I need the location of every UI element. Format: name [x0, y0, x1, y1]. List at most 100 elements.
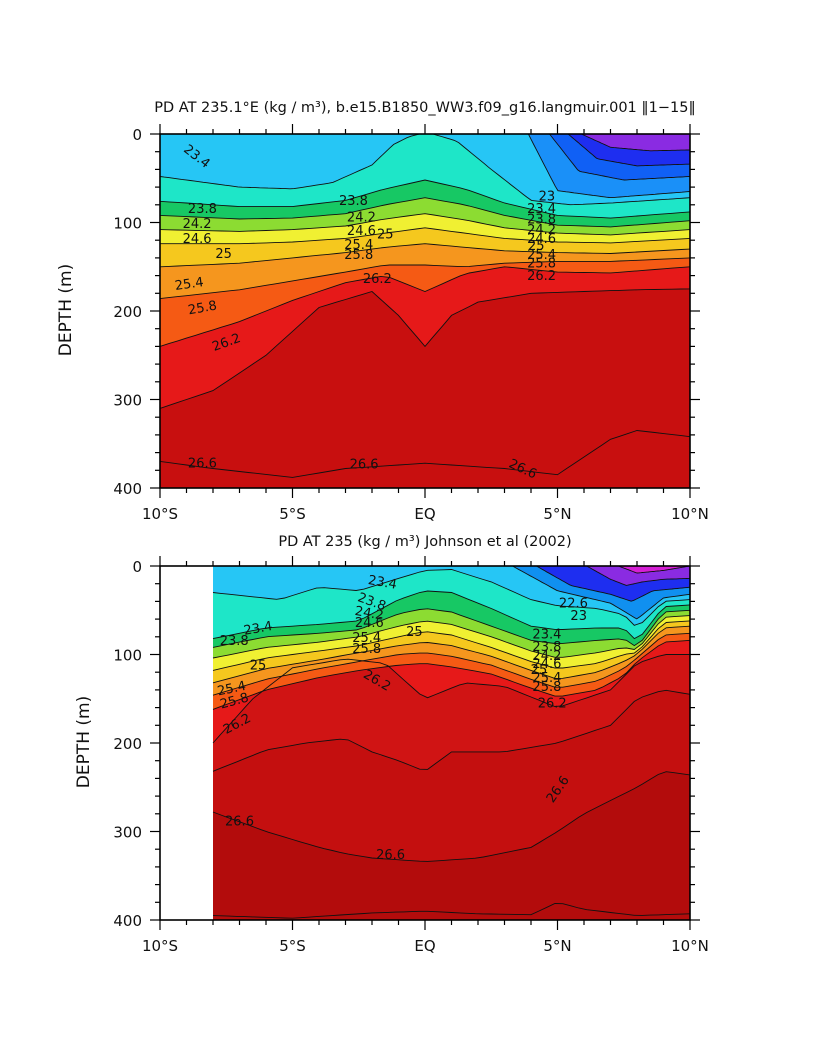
top-axes: 10°S 5°S EQ 5°N 10°N 0 100 200 300 400 — [113, 124, 709, 523]
bottom-panel: PD AT 235 (kg / m³) Johnson et al (2002)… — [74, 534, 709, 955]
contour-label: 26.2 — [538, 697, 567, 712]
contour-band-21.4 — [618, 566, 690, 573]
contour-label: 26.6 — [350, 458, 379, 473]
contour-line-26.6 — [212, 689, 691, 772]
contour-label: 23.8 — [220, 634, 249, 649]
contour-line-22.6 — [512, 565, 691, 620]
contour-line-25.8 — [212, 639, 691, 710]
contour-line-21.8 — [586, 565, 690, 586]
contour-label: 25 — [250, 659, 267, 674]
contour-line-23 — [527, 133, 691, 199]
contour-label: 25.4 — [532, 671, 561, 686]
top-contour-labels: 23.423.824.224.62525.425.826.223.824.224… — [174, 142, 556, 482]
contour-line-26.2 — [212, 654, 690, 744]
y-tick-label: 100 — [113, 215, 142, 233]
contour-label: 25.8 — [187, 299, 218, 319]
bottom-contour-fills — [213, 566, 690, 920]
contour-label: 23.8 — [532, 640, 561, 655]
y-tick-label: 200 — [113, 735, 142, 753]
contour-line-23.8 — [212, 608, 691, 648]
contour-label: 26.2 — [363, 272, 392, 287]
contour-line-25.4 — [212, 632, 691, 696]
contour-label: 23.8 — [339, 194, 368, 209]
contour-label: 24.2 — [347, 211, 376, 226]
contour-line-21.4 — [618, 565, 691, 574]
x-tick-label: 5°S — [279, 505, 306, 523]
bottom-y-axis-label: DEPTH (m) — [74, 696, 94, 788]
contour-line-27 — [159, 430, 691, 478]
contour-line-23.4 — [159, 133, 420, 190]
contour-line-24.2 — [212, 615, 691, 659]
x-tick-label: 5°N — [543, 937, 571, 955]
x-tick-label: EQ — [414, 937, 435, 955]
contour-band-21.8 — [581, 134, 690, 151]
contour-label: 25 — [531, 663, 548, 678]
contour-label: 23.4 — [532, 628, 561, 643]
contour-band-21.8 — [586, 566, 690, 586]
contour-label: 24.2 — [183, 217, 212, 232]
y-tick-label: 400 — [113, 480, 142, 498]
contour-label: 24.2 — [354, 604, 385, 624]
contour-label: 25 — [215, 247, 232, 262]
contour-label: 25.8 — [532, 680, 561, 695]
contour-label: 25.4 — [344, 238, 373, 253]
x-tick-label: 5°S — [279, 937, 306, 955]
contour-label: 26.2 — [527, 269, 556, 284]
contour-line-25 — [212, 625, 691, 684]
contour-label: 24.6 — [183, 232, 212, 247]
y-tick-label: 300 — [113, 392, 142, 410]
contour-label: 25.8 — [352, 642, 381, 657]
bottom-chart-title: PD AT 235 (kg / m³) Johnson et al (2002) — [278, 534, 571, 550]
contour-line-21.8 — [581, 133, 691, 152]
contour-label: 25.8 — [219, 690, 251, 712]
y-tick-label: 0 — [132, 126, 142, 144]
x-tick-label: 10°S — [142, 937, 178, 955]
contour-line-22.6 — [549, 133, 691, 181]
y-tick-label: 200 — [113, 303, 142, 321]
bottom-contour-lines — [212, 565, 691, 919]
contour-label: 26.6 — [188, 457, 217, 472]
contour-label: 23 — [539, 189, 556, 204]
y-tick-label: 0 — [132, 558, 142, 576]
x-tick-label: EQ — [414, 505, 435, 523]
contour-line-26.2 — [159, 266, 691, 347]
contour-line-23.4 — [432, 133, 691, 206]
contour-label: 23.8 — [188, 202, 217, 217]
contour-label: 23.8 — [527, 212, 556, 227]
x-tick-label: 10°S — [142, 505, 178, 523]
contour-label: 25.4 — [174, 275, 205, 294]
contour-line-25.4 — [159, 243, 691, 268]
contour-line-24.6 — [159, 213, 691, 236]
contour-label: 25 — [406, 625, 423, 640]
contour-label: 24.2 — [532, 649, 561, 664]
y-tick-label: 100 — [113, 647, 142, 665]
contour-label: 22.6 — [559, 597, 588, 612]
contour-label: 25.8 — [344, 248, 373, 263]
y-tick-label: 300 — [113, 824, 142, 842]
contour-label: 23.4 — [527, 202, 556, 217]
x-tick-label: 5°N — [543, 505, 571, 523]
contour-line-22.2 — [567, 133, 691, 167]
contour-band-23.4 — [160, 134, 420, 189]
bottom-axes: 10°S 5°S EQ 5°N 10°N 0 100 200 300 400 — [113, 556, 709, 955]
contour-line-25 — [160, 227, 691, 245]
contour-line-27.4 — [212, 903, 691, 919]
contour-label: 24.6 — [355, 616, 384, 631]
contour-label: 25.4 — [352, 631, 381, 646]
contour-label: 26.6 — [376, 848, 405, 863]
contour-line-23.8 — [159, 179, 691, 219]
contour-label: 24.6 — [347, 224, 376, 239]
contour-label: 23 — [570, 609, 587, 624]
top-panel: PD AT 235.1°E (kg / m³), b.e15.B1850_WW3… — [56, 100, 709, 523]
contour-line-24.2 — [159, 197, 691, 228]
contour-label: 23.4 — [243, 619, 274, 639]
contour-label: 25 — [528, 239, 545, 254]
contour-line-25.8 — [159, 257, 691, 300]
contour-line-26.6 — [159, 288, 691, 409]
contour-label: 24.2 — [527, 223, 556, 238]
contour-label: 24.6 — [532, 657, 561, 672]
top-y-axis-label: DEPTH (m) — [56, 264, 76, 356]
contour-line-23 — [212, 569, 691, 626]
contour-line-24.6 — [212, 620, 691, 671]
